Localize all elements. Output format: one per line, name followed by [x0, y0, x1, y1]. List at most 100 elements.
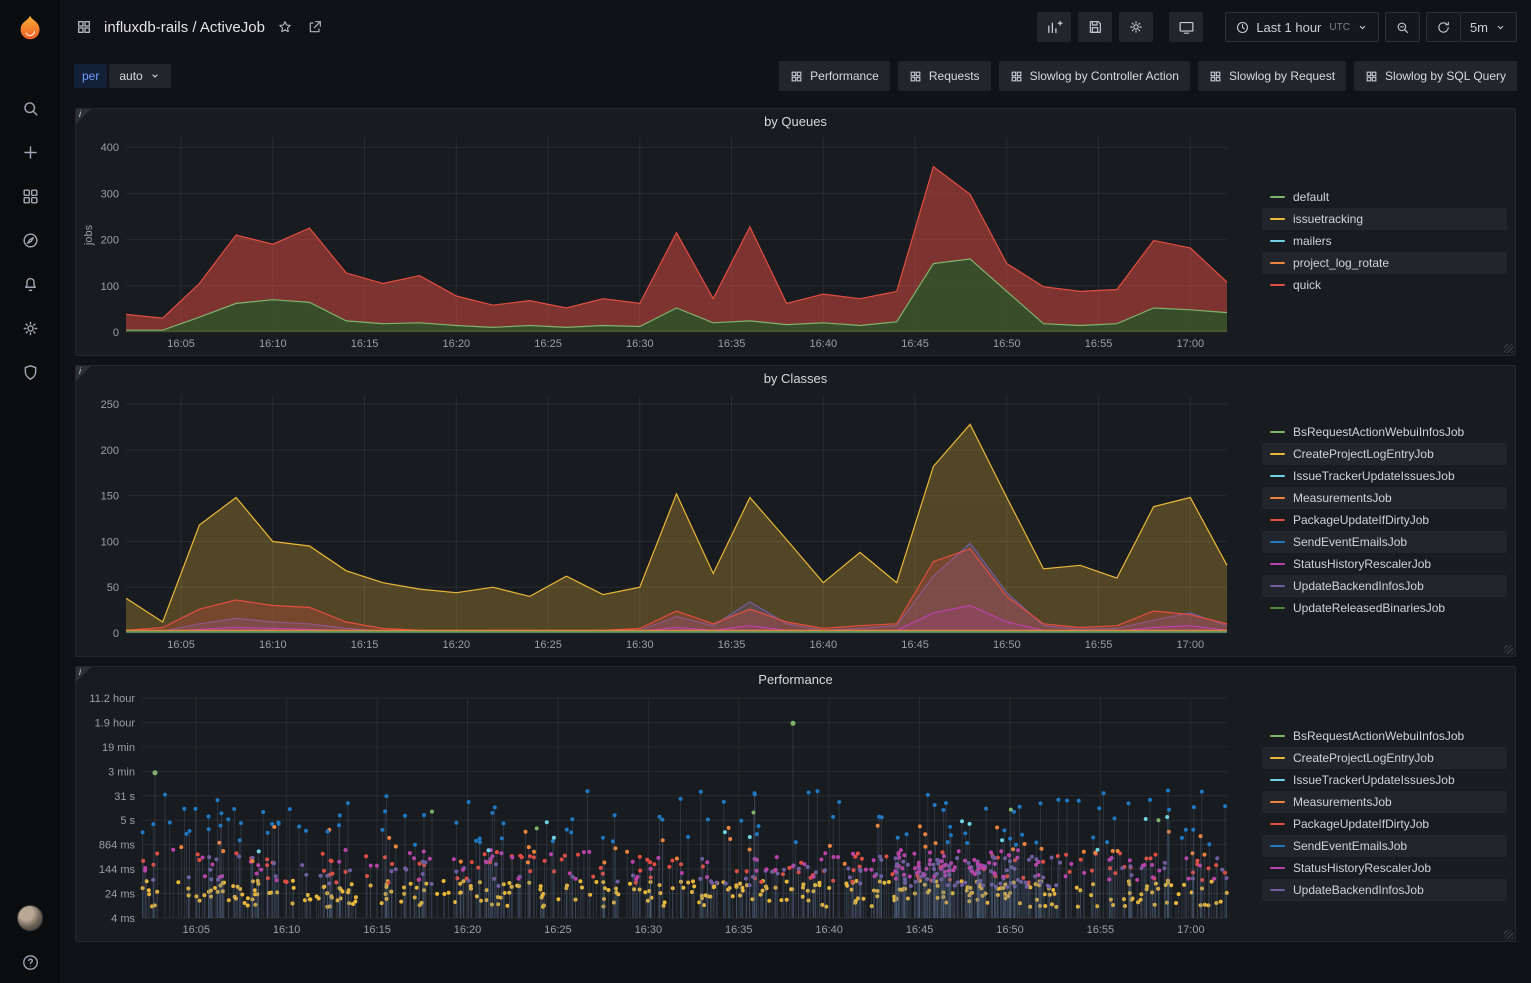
panel-title[interactable]: by Queues [764, 114, 827, 129]
panel-info-icon[interactable]: i [76, 109, 91, 124]
dashboard-link-slowlog-by-sql-query[interactable]: Slowlog by SQL Query [1354, 61, 1517, 91]
user-avatar[interactable] [17, 905, 43, 931]
link-label: Performance [810, 69, 879, 83]
configuration-gear-icon[interactable] [0, 306, 60, 350]
dashboard-link-requests[interactable]: Requests [897, 61, 991, 91]
svg-text:16:40: 16:40 [810, 639, 838, 651]
legend-color-swatch [1270, 735, 1285, 737]
legend-color-swatch [1270, 867, 1285, 869]
dashboard-link-slowlog-by-request[interactable]: Slowlog by Request [1197, 61, 1347, 91]
panel-title[interactable]: by Classes [763, 371, 828, 386]
panel-grid: i by Queues 16:05 16:10 16:15 16:20 16:25 16:… [60, 98, 1531, 942]
legend-item-CreateProjectLogEntryJob[interactable]: CreateProjectLogEntryJob [1262, 747, 1507, 769]
variable-value-dropdown[interactable]: auto [109, 64, 171, 88]
legend-color-swatch [1270, 284, 1285, 286]
legend-item-default[interactable]: default [1262, 186, 1507, 208]
panel-info-icon[interactable]: i [76, 366, 91, 381]
panel-resize-handle[interactable] [1504, 344, 1513, 353]
legend-item-project_log_rotate[interactable]: project_log_rotate [1262, 252, 1507, 274]
legend-item-MeasurementsJob[interactable]: MeasurementsJob [1262, 791, 1507, 813]
time-range-picker[interactable]: Last 1 hour UTC [1225, 12, 1379, 42]
dashboard-link-performance[interactable]: Performance [779, 61, 890, 91]
svg-text:16:40: 16:40 [815, 924, 843, 936]
legend-item-SendEventEmailsJob[interactable]: SendEventEmailsJob [1262, 835, 1507, 857]
svg-text:jobs: jobs [83, 224, 95, 246]
dashboard-links: Performance Requests Slowlog by Controller… [779, 61, 1517, 91]
panel-title[interactable]: Performance [758, 672, 833, 687]
create-plus-icon[interactable] [0, 130, 60, 174]
apps-icon [790, 70, 803, 83]
legend-item-IssueTrackerUpdateIssuesJob[interactable]: IssueTrackerUpdateIssuesJob [1262, 465, 1507, 487]
share-icon[interactable] [305, 17, 325, 37]
legend-color-swatch [1270, 541, 1285, 543]
dashboard-settings-icon[interactable] [1119, 12, 1154, 42]
legend-item-UpdateBackendInfosJob[interactable]: UpdateBackendInfosJob [1262, 575, 1507, 597]
alerting-bell-icon[interactable] [0, 262, 60, 306]
apps-icon [1209, 70, 1222, 83]
legend-item-IssueTrackerUpdateIssuesJob[interactable]: IssueTrackerUpdateIssuesJob [1262, 769, 1507, 791]
dashboard-link-slowlog-by-controller-action[interactable]: Slowlog by Controller Action [998, 61, 1190, 91]
apps-icon [1010, 70, 1023, 83]
legend-item-SendEventEmailsJob[interactable]: SendEventEmailsJob [1262, 531, 1507, 553]
apps-icon [1365, 70, 1378, 83]
refresh-icon[interactable] [1425, 12, 1461, 42]
legend-color-swatch [1270, 823, 1285, 825]
legend-label: IssueTrackerUpdateIssuesJob [1293, 469, 1455, 483]
panel-resize-handle[interactable] [1504, 645, 1513, 654]
grafana-logo[interactable] [0, 0, 60, 58]
explore-compass-icon[interactable] [0, 218, 60, 262]
legend-item-BsRequestActionWebuiInfosJob[interactable]: BsRequestActionWebuiInfosJob [1262, 421, 1507, 443]
legend-label: CreateProjectLogEntryJob [1293, 751, 1434, 765]
search-icon[interactable] [0, 86, 60, 130]
zoom-out-icon[interactable] [1384, 12, 1420, 42]
help-icon[interactable] [0, 946, 60, 978]
legend-item-BsRequestActionWebuiInfosJob[interactable]: BsRequestActionWebuiInfosJob [1262, 725, 1507, 747]
legend-item-StatusHistoryRescalerJob[interactable]: StatusHistoryRescalerJob [1262, 553, 1507, 575]
svg-text:17:00: 17:00 [1177, 338, 1205, 350]
svg-text:16:15: 16:15 [363, 924, 391, 936]
panel-info-icon[interactable]: i [76, 667, 91, 682]
legend-item-MeasurementsJob[interactable]: MeasurementsJob [1262, 487, 1507, 509]
panel-resize-handle[interactable] [1504, 930, 1513, 939]
dashboard-header: influxdb-rails / ActiveJob [60, 0, 1531, 54]
legend-item-mailers[interactable]: mailers [1262, 230, 1507, 252]
svg-text:16:25: 16:25 [534, 639, 562, 651]
breadcrumb: influxdb-rails / ActiveJob [74, 17, 325, 37]
svg-text:16:20: 16:20 [454, 924, 482, 936]
variable-label: per [74, 64, 108, 88]
add-panel-icon[interactable] [1037, 12, 1072, 42]
svg-text:0: 0 [113, 628, 119, 640]
legend-item-quick[interactable]: quick [1262, 274, 1507, 296]
queues-area-chart[interactable]: 16:05 16:10 16:15 16:20 16:25 16:30 16:35 16:40… [80, 130, 1235, 352]
svg-text:864 ms: 864 ms [99, 840, 136, 852]
toolbar: Last 1 hour UTC 5m [1030, 12, 1517, 42]
server-admin-shield-icon[interactable] [0, 350, 60, 394]
legend-item-PackageUpdateIfDirtyJob[interactable]: PackageUpdateIfDirtyJob [1262, 813, 1507, 835]
refresh-interval-picker[interactable]: 5m [1460, 12, 1517, 42]
legend-item-PackageUpdateIfDirtyJob[interactable]: PackageUpdateIfDirtyJob [1262, 509, 1507, 531]
dashboards-icon[interactable] [0, 174, 60, 218]
refresh-interval-label: 5m [1469, 19, 1488, 35]
svg-text:16:20: 16:20 [443, 639, 471, 651]
legend-item-UpdateBackendInfosJob[interactable]: UpdateBackendInfosJob [1262, 879, 1507, 901]
svg-text:24 ms: 24 ms [105, 889, 135, 901]
legend-color-swatch [1270, 889, 1285, 891]
star-icon[interactable] [275, 17, 295, 37]
link-label: Slowlog by Controller Action [1029, 69, 1179, 83]
legend-item-CreateProjectLogEntryJob[interactable]: CreateProjectLogEntryJob [1262, 443, 1507, 465]
legend-color-swatch [1270, 475, 1285, 477]
classes-area-chart[interactable]: 16:05 16:10 16:15 16:20 16:25 16:30 16:35 16:40… [80, 387, 1235, 653]
legend-item-issuetracking[interactable]: issuetracking [1262, 208, 1507, 230]
legend-item-StatusHistoryRescalerJob[interactable]: StatusHistoryRescalerJob [1262, 857, 1507, 879]
svg-text:16:10: 16:10 [259, 338, 287, 350]
dashboard-title[interactable]: influxdb-rails / ActiveJob [104, 18, 265, 36]
performance-scatter-chart[interactable]: 16:05 16:10 16:15 16:20 16:25 16:30 16:35 16:40… [80, 688, 1235, 938]
svg-text:16:20: 16:20 [443, 338, 471, 350]
cycle-view-mode-icon[interactable] [1169, 12, 1204, 42]
legend-item-UpdateReleasedBinariesJob[interactable]: UpdateReleasedBinariesJob [1262, 597, 1507, 619]
legend-label: BsRequestActionWebuiInfosJob [1293, 729, 1465, 743]
sidebar [0, 0, 60, 983]
save-dashboard-icon[interactable] [1078, 12, 1113, 42]
legend-label: CreateProjectLogEntryJob [1293, 447, 1434, 461]
panel-performance: i Performance 16:05 16:10 16:15 16:20 16:25 1… [75, 666, 1516, 942]
